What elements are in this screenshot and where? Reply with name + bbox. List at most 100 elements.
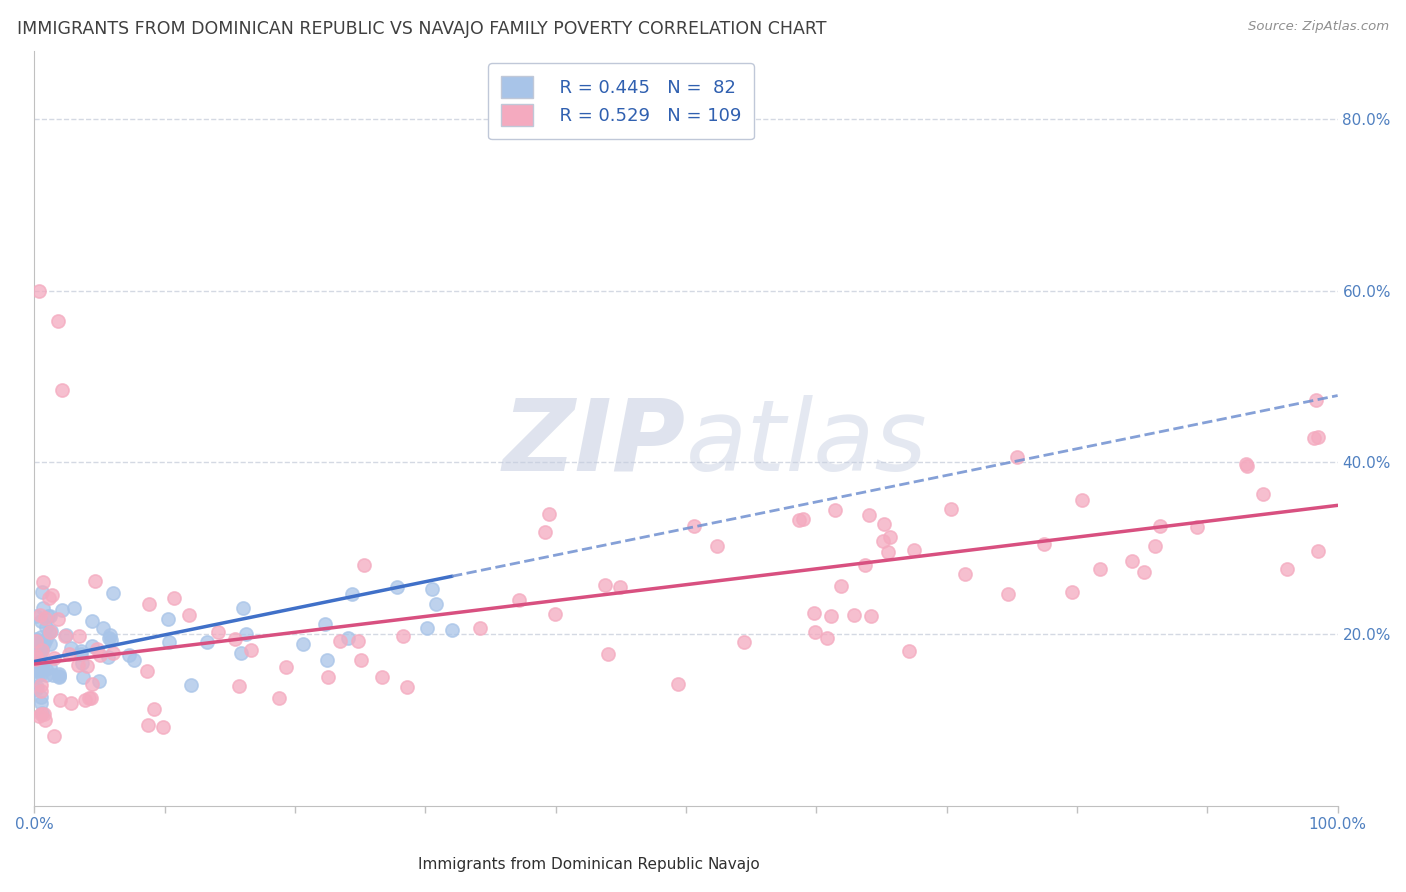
Point [72,670,94,684]
Point [824,503,846,517]
Text: Navajo: Navajo [707,857,761,872]
Point [177,608,200,623]
Point [1144,539,1167,553]
Point [195,635,218,649]
Point [180,677,202,691]
Point [792,512,814,526]
Point [347,634,370,648]
Point [136,717,159,731]
Point [314,616,336,631]
Point [30,650,52,665]
Point [98,628,121,642]
Point [858,508,880,522]
Point [224,632,246,646]
Legend:   R = 0.445   N =  82,   R = 0.529   N = 109: R = 0.445 N = 82, R = 0.529 N = 109 [488,63,754,139]
Point [34,713,56,727]
Point [25,654,48,668]
Point [97,631,120,645]
Point [152,720,174,734]
Point [879,530,901,544]
Point [31,659,53,673]
Point [27,667,49,681]
Point [30,662,52,676]
Point [1149,519,1171,533]
Point [1132,565,1154,579]
Point [67,628,90,642]
Point [66,657,89,672]
Point [804,625,827,640]
Point [124,652,146,666]
Point [844,608,866,623]
Point [55,628,77,642]
Point [100,633,122,648]
Point [28,640,51,655]
Point [1187,519,1209,533]
Point [30,706,52,721]
Point [231,646,253,660]
Point [86,642,108,657]
Point [31,643,53,657]
Point [1308,544,1330,558]
Point [939,502,962,516]
Text: IMMIGRANTS FROM DOMINICAN REPUBLIC VS NAVAJO FAMILY POVERTY CORRELATION CHART: IMMIGRANTS FROM DOMINICAN REPUBLIC VS NA… [17,20,827,37]
Point [872,534,894,549]
Point [31,575,53,590]
Point [28,608,51,623]
Point [24,681,46,696]
Point [1070,493,1092,508]
Point [706,539,728,553]
Point [48,693,70,707]
Point [292,637,315,651]
Point [269,691,291,706]
Point [30,690,52,705]
Point [80,639,103,653]
Point [30,667,52,681]
Point [63,601,86,615]
Point [42,651,65,665]
Point [35,632,58,647]
Point [38,637,60,651]
Point [350,653,373,667]
Point [83,574,105,588]
Text: atlas: atlas [686,395,928,491]
Point [27,648,49,663]
Point [228,679,250,693]
Point [27,659,49,673]
Point [441,623,464,637]
Point [37,608,59,623]
Point [25,680,48,694]
Point [118,648,141,662]
Point [136,664,159,678]
Point [207,625,229,640]
Point [997,587,1019,601]
Point [101,646,124,660]
Point [24,649,46,664]
Point [28,636,51,650]
Point [27,659,49,673]
Point [24,632,46,647]
Point [392,629,415,643]
Point [353,558,375,572]
Point [683,519,706,533]
Text: Source: ZipAtlas.com: Source: ZipAtlas.com [1249,20,1389,33]
Point [859,609,882,624]
Point [87,673,110,688]
Point [28,639,51,653]
Point [953,567,976,582]
Point [25,656,48,670]
Point [420,582,443,596]
Point [1302,431,1324,445]
Point [34,620,56,634]
Point [156,612,179,626]
Point [543,607,565,621]
Point [142,701,165,715]
Point [44,730,66,744]
Point [89,648,111,662]
Point [79,691,101,706]
Point [38,608,60,623]
Point [329,634,352,648]
Point [877,545,900,559]
Point [425,597,447,611]
Point [609,580,631,594]
Point [593,578,616,592]
